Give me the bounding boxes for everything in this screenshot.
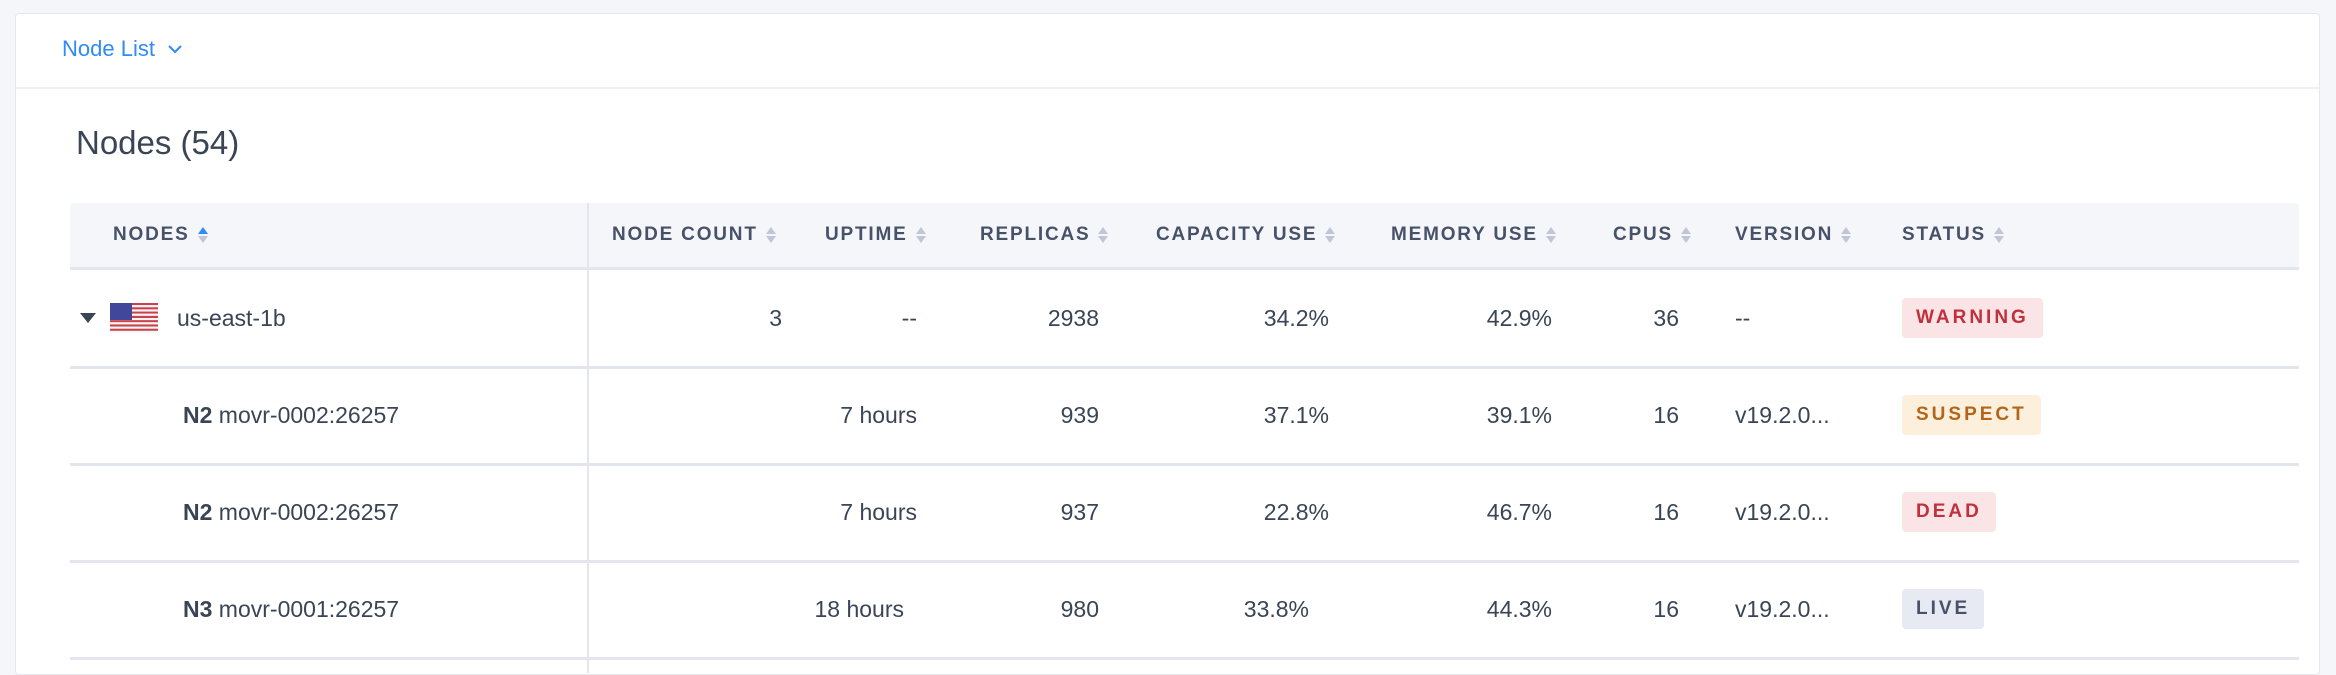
node-name-cell[interactable]: N2 movr-0002:26257 — [183, 367, 399, 463]
status-cell: WARNING — [1902, 270, 2043, 366]
nodes-table: NODES NODE COUNT UPTIME REPLICAS CAPACITY US… — [70, 203, 2299, 673]
column-header-label: NODE COUNT — [612, 224, 758, 245]
column-header-label: REPLICAS — [980, 224, 1091, 245]
column-header-uptime[interactable]: UPTIME — [825, 203, 926, 267]
node-address: movr-0002:26257 — [218, 401, 400, 428]
sort-icon[interactable] — [1098, 227, 1109, 243]
memory-cell: 39.1% — [1486, 401, 1552, 428]
node-name-cell[interactable]: N2 movr-0002:26257 — [183, 464, 399, 560]
uptime-cell: 7 hours — [840, 498, 917, 525]
sort-icon[interactable] — [915, 227, 926, 243]
column-header-node-count[interactable]: NODE COUNT — [612, 203, 776, 267]
column-header-memory-use[interactable]: MEMORY USE — [1391, 203, 1556, 267]
sort-icon[interactable] — [1841, 227, 1852, 243]
status-cell: LIVE — [1902, 561, 1985, 657]
column-header-label: STATUS — [1902, 224, 1986, 245]
table-header: NODES NODE COUNT UPTIME REPLICAS CAPACITY US… — [70, 203, 2299, 270]
memory-cell: 42.9% — [1486, 304, 1552, 331]
node-row[interactable]: N2 movr-0002:26257 7 hours 939 37.1% 39.1% 16… — [70, 367, 2299, 466]
column-header-label: CPUS — [1613, 224, 1673, 245]
column-header-label: VERSION — [1735, 224, 1834, 245]
column-header-label: MEMORY USE — [1391, 224, 1538, 245]
view-selector-dropdown[interactable]: Node List — [62, 36, 183, 62]
node-list-card: Node List Nodes (54) NODES NODE COUNT UPTI… — [15, 13, 2320, 675]
status-cell: SUSPECT — [1902, 367, 2041, 463]
node-address: movr-0002:26257 — [218, 498, 400, 525]
node-row[interactable]: N3 movr-0001:26257 18 hours 980 33.8% 44.3% 1… — [70, 561, 2299, 660]
column-header-replicas[interactable]: REPLICAS — [980, 203, 1109, 267]
node-row[interactable]: N2 movr-0002:26257 7 hours 937 22.8% 46.7% 16… — [70, 464, 2299, 563]
cpus-cell: 16 — [1653, 595, 1679, 622]
version-cell: v19.2.0... — [1735, 498, 1830, 525]
column-header-nodes[interactable]: NODES — [113, 203, 208, 267]
chevron-down-icon — [168, 45, 182, 54]
sort-icon[interactable] — [765, 227, 776, 243]
column-header-label: NODES — [113, 224, 190, 245]
sort-icon[interactable] — [197, 227, 208, 243]
version-cell: v19.2.0... — [1735, 401, 1830, 428]
sort-icon[interactable] — [1681, 227, 1691, 243]
top-bar: Node List — [16, 14, 2319, 89]
replicas-cell: 2938 — [1047, 304, 1099, 331]
status-badge: WARNING — [1902, 298, 2043, 338]
view-selector-label: Node List — [62, 36, 155, 61]
node-id: N2 — [183, 498, 213, 525]
column-header-status[interactable]: STATUS — [1902, 203, 2004, 267]
column-divider — [587, 203, 589, 673]
uptime-cell: 18 hours — [814, 595, 904, 622]
expand-caret-icon[interactable] — [80, 313, 96, 323]
cpus-cell: 36 — [1653, 304, 1679, 331]
status-badge: LIVE — [1902, 589, 1985, 629]
node-name-cell[interactable]: us-east-1b — [80, 270, 286, 366]
column-header-cpus[interactable]: CPUS — [1613, 203, 1691, 267]
status-badge: DEAD — [1902, 492, 1996, 532]
region-row[interactable]: us-east-1b 3 -- 2938 34.2% 42.9% 36 -- WARNING — [70, 270, 2299, 369]
column-header-capacity-use[interactable]: CAPACITY USE — [1156, 203, 1336, 267]
sort-icon[interactable] — [1325, 227, 1336, 243]
node-count-cell: 3 — [769, 304, 782, 331]
node-address: movr-0001:26257 — [218, 595, 400, 622]
version-cell: v19.2.0... — [1735, 595, 1830, 622]
memory-cell: 46.7% — [1486, 498, 1552, 525]
memory-cell: 44.3% — [1486, 595, 1552, 622]
column-header-version[interactable]: VERSION — [1735, 203, 1852, 267]
column-header-label: CAPACITY USE — [1156, 224, 1318, 245]
replicas-cell: 980 — [1060, 595, 1099, 622]
uptime-cell: -- — [901, 304, 917, 331]
capacity-cell: 22.8% — [1263, 498, 1329, 525]
page-title: Nodes (54) — [76, 124, 240, 161]
sort-icon[interactable] — [1993, 227, 2004, 243]
sort-icon[interactable] — [1545, 227, 1556, 243]
capacity-cell: 37.1% — [1263, 401, 1329, 428]
capacity-cell: 33.8% — [1243, 595, 1309, 622]
column-header-label: UPTIME — [825, 224, 908, 245]
us-flag-icon — [110, 303, 158, 333]
region-name: us-east-1b — [177, 304, 286, 331]
status-badge: SUSPECT — [1902, 395, 2041, 435]
cpus-cell: 16 — [1653, 401, 1679, 428]
uptime-cell: 7 hours — [840, 401, 917, 428]
replicas-cell: 939 — [1060, 401, 1099, 428]
node-id: N2 — [183, 401, 213, 428]
cpus-cell: 16 — [1653, 498, 1679, 525]
node-name-cell[interactable]: N3 movr-0001:26257 — [183, 561, 399, 657]
node-id: N3 — [183, 595, 213, 622]
capacity-cell: 34.2% — [1263, 304, 1329, 331]
version-cell: -- — [1735, 304, 1751, 331]
status-cell: DEAD — [1902, 464, 1996, 560]
replicas-cell: 937 — [1060, 498, 1099, 525]
